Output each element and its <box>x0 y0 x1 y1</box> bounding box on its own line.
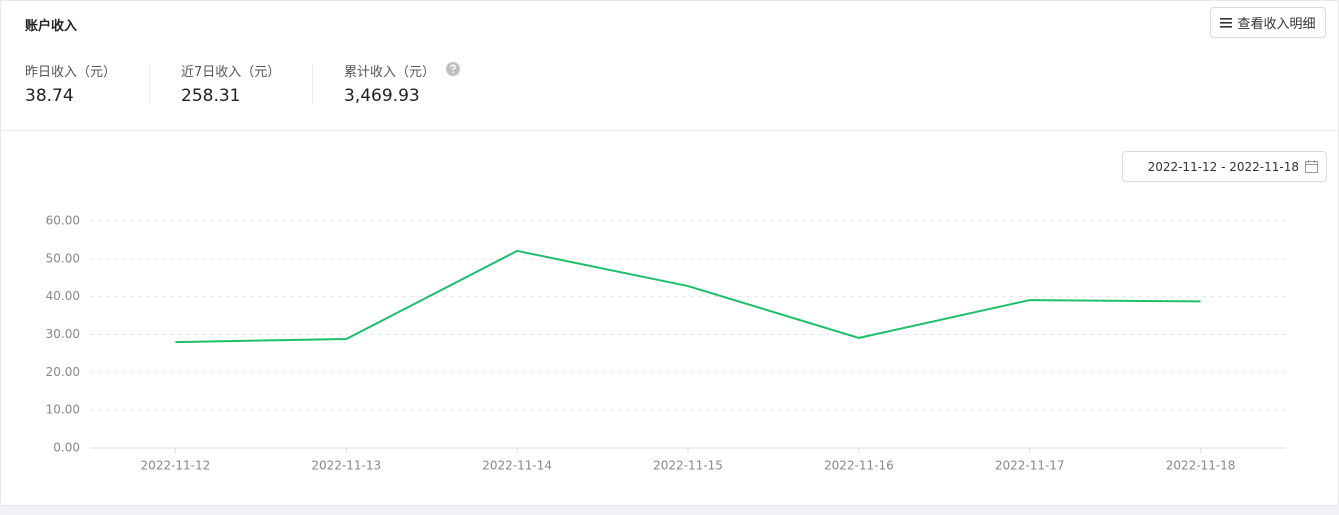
stat-label: 累计收入（元） <box>344 65 436 80</box>
stat-value: 38.74 <box>25 86 74 106</box>
y-tick-label: 60.00 <box>46 214 80 228</box>
separator <box>149 64 150 104</box>
stat-label: 昨日收入（元） <box>25 65 117 80</box>
x-tick-label: 2022-11-14 <box>482 459 552 473</box>
stat-label: 近7日收入（元） <box>181 65 281 80</box>
x-tick-label: 2022-11-16 <box>824 459 894 473</box>
x-tick-label: 2022-11-12 <box>141 459 211 473</box>
menu-icon <box>1220 17 1233 28</box>
x-tick-label: 2022-11-17 <box>995 459 1065 473</box>
x-tick-label: 2022-11-13 <box>311 459 381 473</box>
date-picker[interactable]: 2022-11-12 - 2022-11-18 <box>1122 151 1327 182</box>
button-text: 查看收入明细 <box>1237 17 1316 32</box>
line-series <box>175 249 1201 344</box>
y-tick-label: 50.00 <box>46 251 80 265</box>
detail-button[interactable]: 查看收入明细 <box>1210 7 1326 38</box>
y-tick-label: 0.00 <box>53 441 80 455</box>
y-tick-label: 30.00 <box>46 327 80 341</box>
stat-value: 258.31 <box>181 86 241 106</box>
y-tick-label: 10.00 <box>46 403 80 417</box>
stat-value: 3,469.93 <box>344 86 420 106</box>
y-tick-label: 20.00 <box>46 365 80 379</box>
calendar-icon <box>1305 160 1318 173</box>
x-tick-label: 2022-11-15 <box>653 459 723 473</box>
y-tick-label: 40.00 <box>46 289 80 303</box>
title: 账户收入 <box>25 19 78 34</box>
divider <box>1 130 1338 131</box>
x-tick-label: 2022-11-18 <box>1166 459 1236 473</box>
help-icon[interactable] <box>446 62 460 76</box>
separator <box>312 64 313 104</box>
date-range: 2022-11-12 - 2022-11-18 <box>1147 159 1299 174</box>
